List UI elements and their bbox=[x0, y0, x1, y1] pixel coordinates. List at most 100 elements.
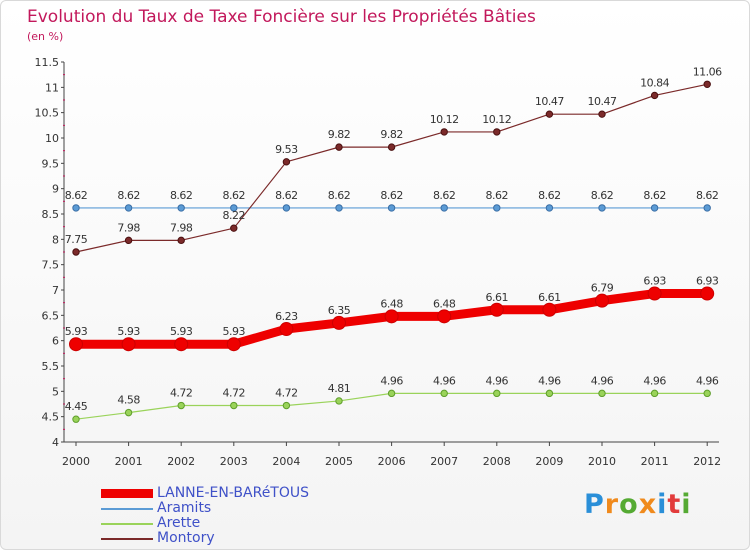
data-label: 5.93 bbox=[117, 325, 140, 338]
data-point bbox=[647, 286, 662, 301]
legend-swatch bbox=[101, 507, 153, 510]
data-label: 8.62 bbox=[538, 189, 561, 202]
x-tick-label: 2003 bbox=[220, 455, 248, 468]
data-label: 6.48 bbox=[380, 297, 403, 310]
legend-swatch bbox=[101, 522, 153, 525]
data-point bbox=[282, 401, 291, 410]
legend-item: Montory bbox=[101, 531, 309, 546]
data-point bbox=[650, 204, 659, 212]
data-label: 10.47 bbox=[588, 95, 617, 108]
y-tick-label: 6 bbox=[52, 335, 59, 348]
data-point bbox=[650, 389, 659, 398]
data-label: 4.96 bbox=[696, 374, 719, 387]
data-point bbox=[335, 397, 343, 405]
data-point bbox=[493, 389, 501, 398]
data-label: 4.96 bbox=[486, 374, 509, 387]
data-label: 9.82 bbox=[380, 128, 403, 141]
data-point bbox=[545, 204, 554, 212]
data-point bbox=[335, 143, 343, 151]
data-point bbox=[595, 293, 609, 308]
data-point bbox=[282, 204, 291, 212]
legend-item: Arette bbox=[101, 516, 309, 531]
line-chart: 4 4.5 5 5.5 6 6.5 7 7.5 8 8.5 9 9.5 10 10.5 11 11.5 2000… bbox=[35, 56, 723, 468]
data-label: 4.72 bbox=[275, 387, 298, 400]
data-label: 9.82 bbox=[328, 128, 351, 141]
legend-swatch bbox=[101, 537, 153, 540]
data-point bbox=[542, 302, 557, 317]
data-label: 8.62 bbox=[380, 189, 403, 202]
y-tick-label: 8 bbox=[52, 233, 59, 246]
data-point bbox=[437, 309, 452, 324]
y-tick-label: 8.5 bbox=[42, 208, 60, 221]
y-tick-label: 9.5 bbox=[42, 157, 60, 170]
y-tick-label: 4.5 bbox=[42, 411, 60, 424]
x-tick-label: 2007 bbox=[430, 455, 458, 468]
data-point bbox=[174, 337, 189, 352]
data-label: 8.62 bbox=[223, 189, 246, 202]
logo-letter: P bbox=[584, 489, 605, 520]
legend-label: Arette bbox=[157, 515, 201, 531]
data-label: 4.96 bbox=[591, 374, 614, 387]
y-tick-label: 5 bbox=[52, 385, 59, 398]
legend-label: Aramits bbox=[157, 500, 212, 516]
x-tick-label: 2011 bbox=[641, 455, 669, 468]
data-point bbox=[440, 204, 448, 212]
data-point bbox=[332, 315, 346, 330]
data-point bbox=[177, 236, 185, 245]
data-label: 8.62 bbox=[591, 189, 614, 202]
data-label: 8.62 bbox=[328, 189, 351, 202]
x-tick-label: 2008 bbox=[483, 455, 511, 468]
data-label: 5.93 bbox=[223, 325, 246, 338]
y-tick-label: 10 bbox=[45, 132, 59, 145]
legend-item: Aramits bbox=[101, 501, 309, 516]
chart-legend: LANNE-EN-BARéTOUS Aramits Arette Montory bbox=[101, 486, 309, 546]
data-point bbox=[121, 337, 136, 352]
data-label: 4.72 bbox=[223, 387, 246, 400]
legend-label: Montory bbox=[157, 530, 215, 546]
data-point bbox=[230, 401, 238, 410]
x-tick-label: 2001 bbox=[115, 455, 143, 468]
data-label: 4.96 bbox=[380, 374, 403, 387]
data-point bbox=[124, 408, 133, 417]
data-label: 4.58 bbox=[117, 394, 140, 407]
data-label: 8.22 bbox=[223, 209, 246, 222]
data-point bbox=[440, 389, 448, 398]
x-tick-label: 2006 bbox=[378, 455, 406, 468]
chart-title: Evolution du Taux de Taxe Foncière sur l… bbox=[27, 7, 536, 27]
data-label: 8.62 bbox=[433, 189, 456, 202]
chart-subtitle: (en %) bbox=[27, 30, 64, 43]
data-label: 6.61 bbox=[538, 291, 561, 304]
data-point bbox=[703, 204, 711, 212]
data-label: 4.72 bbox=[170, 387, 193, 400]
data-point bbox=[545, 389, 554, 398]
data-point bbox=[72, 415, 80, 423]
data-label: 4.45 bbox=[65, 400, 88, 413]
y-tick-label: 10.5 bbox=[35, 107, 60, 120]
data-point bbox=[489, 302, 504, 317]
data-label: 5.93 bbox=[170, 325, 193, 338]
data-label: 6.93 bbox=[696, 275, 719, 288]
data-label: 8.62 bbox=[170, 189, 193, 202]
y-tick-label: 9 bbox=[52, 183, 59, 196]
x-tick-label: 2004 bbox=[272, 455, 300, 468]
proxiti-logo: Proxiti bbox=[584, 489, 692, 520]
x-tick-label: 2010 bbox=[588, 455, 616, 468]
data-label: 6.79 bbox=[591, 282, 614, 295]
logo-letter: i bbox=[657, 489, 668, 520]
data-point bbox=[387, 143, 396, 151]
data-point bbox=[282, 158, 291, 166]
data-label: 6.93 bbox=[643, 275, 666, 288]
data-label: 8.62 bbox=[275, 189, 298, 202]
logo-letter: x bbox=[638, 489, 658, 520]
data-point bbox=[230, 224, 238, 232]
data-point bbox=[72, 248, 80, 256]
data-label: 4.96 bbox=[643, 374, 666, 387]
data-point bbox=[493, 204, 501, 212]
data-label: 10.84 bbox=[640, 76, 669, 89]
x-tick-label: 2005 bbox=[325, 455, 353, 468]
data-label: 4.81 bbox=[328, 382, 351, 395]
x-tick-label: 2002 bbox=[167, 455, 195, 468]
data-point bbox=[177, 401, 185, 410]
data-point bbox=[230, 204, 238, 212]
